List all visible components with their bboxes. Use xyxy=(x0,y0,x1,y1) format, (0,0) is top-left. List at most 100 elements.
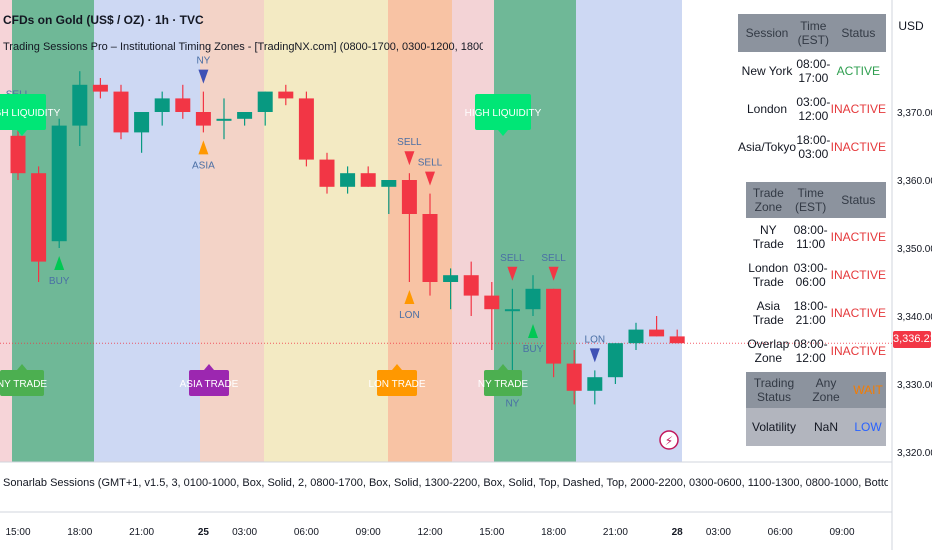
volatility-label: Volatility xyxy=(751,420,797,434)
x-tick-label: 06:00 xyxy=(294,527,319,538)
x-tick-label: 12:00 xyxy=(417,527,442,538)
volatility-value: LOW xyxy=(854,420,882,434)
session-label-box: NY TRADE xyxy=(0,364,47,396)
sessions-table-header: Session Time (EST) Status xyxy=(738,14,886,52)
zone-status: INACTIVE xyxy=(830,268,886,282)
y-tick-label: 3,320.000 xyxy=(897,448,932,459)
zone-name: Overlap Zone xyxy=(747,337,790,365)
session-backgrounds xyxy=(0,0,893,550)
candle-body xyxy=(72,84,88,126)
session-label-pointer xyxy=(392,364,402,370)
session-label-box: NY TRADE xyxy=(478,364,529,396)
y-tick-label: 3,360.000 xyxy=(897,176,932,187)
session-label-rect xyxy=(189,370,229,396)
chart-header: CFDs on Gold (US$ / OZ) · 1h · TVC Tradi… xyxy=(3,13,483,53)
signal-label: SELL xyxy=(397,137,422,148)
signal-arrow-down xyxy=(589,348,600,363)
symbol-title[interactable]: CFDs on Gold (US$ / OZ) · 1h · TVC xyxy=(3,13,204,27)
candle-body xyxy=(257,91,273,112)
signal-arrow-down xyxy=(425,171,435,186)
table-row: London Trade 03:00-06:00 INACTIVE xyxy=(746,256,886,294)
candle-body xyxy=(134,112,150,133)
table-row: Trading Status Any Zone WAIT xyxy=(746,372,886,408)
session-name: Asia/Tokyo xyxy=(738,140,797,154)
signal-label: SELL xyxy=(541,253,566,264)
x-tick-label: 21:00 xyxy=(603,527,628,538)
signal-label: NY xyxy=(505,398,519,409)
candle-body xyxy=(525,288,541,310)
header-cell: Status xyxy=(830,182,886,218)
trade-zone-table-header: Trade Zone Time (EST) Status xyxy=(746,182,886,218)
signal-arrow-down xyxy=(198,69,209,84)
flash-icon xyxy=(659,430,679,450)
session-labels: NY TRADE ASIA TRADE LON TRADE NY TRADE HIGH … xyxy=(0,94,542,396)
session-time: 18:00-03:00 xyxy=(796,133,831,161)
candle-body xyxy=(340,173,356,187)
zone-time: 18:00-21:00 xyxy=(793,299,828,327)
signal-arrow-down xyxy=(548,266,559,281)
session-label-rect xyxy=(0,370,44,396)
table-row: Asia/Tokyo 18:00-03:00 INACTIVE xyxy=(738,128,886,166)
y-tick-label: 3,330.000 xyxy=(897,380,932,391)
table-row: Overlap Zone 08:00-12:00 INACTIVE xyxy=(746,332,886,370)
currency-button[interactable]: USD xyxy=(894,13,928,39)
flash-icon-glyph: ⚡ xyxy=(665,434,673,448)
candle-body xyxy=(216,118,232,121)
candle-body xyxy=(298,98,314,160)
candle-body xyxy=(443,275,459,282)
x-tick-label: 09:00 xyxy=(829,527,854,538)
session-time: 03:00-12:00 xyxy=(796,95,831,123)
status-table: Trading Status Any Zone WAIT Volatility … xyxy=(746,372,886,446)
candle-body xyxy=(92,84,108,92)
y-tick-label: 3,350.000 xyxy=(897,244,932,255)
candle-body xyxy=(360,173,376,187)
x-tick-label: 09:00 xyxy=(356,527,381,538)
candle-body xyxy=(51,125,67,242)
session-status: INACTIVE xyxy=(830,102,886,116)
session-status: INACTIVE xyxy=(830,140,886,154)
signal-arrow-up xyxy=(528,324,538,338)
x-tick-label: 21:00 xyxy=(129,527,154,538)
signal-label: LON xyxy=(399,310,420,321)
session-label-pointer xyxy=(17,364,27,370)
signal-label: LON xyxy=(585,334,606,345)
x-tick-label: 25 xyxy=(198,527,210,538)
header-cell: Time (EST) xyxy=(790,182,831,218)
x-tick-label: 03:00 xyxy=(706,527,731,538)
candle-body xyxy=(381,180,397,187)
trading-status-value: WAIT xyxy=(850,372,886,408)
zone-time: 08:00-11:00 xyxy=(793,223,828,251)
axes: 3,370.000 3,360.000 3,350.000 3,340.000 3,33… xyxy=(5,108,932,538)
signal-arrow-down xyxy=(507,266,518,281)
session-band xyxy=(576,0,682,462)
x-tick-label: 18:00 xyxy=(541,527,566,538)
table-row: Volatility NaN LOW xyxy=(746,408,886,446)
zone-status: INACTIVE xyxy=(830,306,886,320)
session-name: New York xyxy=(741,64,793,78)
header-cell: Session xyxy=(738,14,797,52)
session-status: ACTIVE xyxy=(836,64,880,78)
session-label-pointer xyxy=(17,130,27,136)
y-tick-label: 3,340.000 xyxy=(897,312,932,323)
candle-body xyxy=(195,112,211,126)
session-label-rect xyxy=(475,94,531,130)
trade-zone-table: Trade Zone Time (EST) Status NY Trade 08… xyxy=(746,182,886,370)
zone-name: NY Trade xyxy=(752,223,784,251)
candle-body xyxy=(484,295,500,310)
bottom-indicator-line[interactable]: Sonarlab Sessions (GMT+1, v1.5, 3, 0100-… xyxy=(3,477,888,489)
zone-time: 03:00-06:00 xyxy=(793,261,828,289)
indicator-line[interactable]: Trading Sessions Pro – Institutional Tim… xyxy=(3,41,483,53)
session-band xyxy=(94,0,200,462)
candle-body xyxy=(422,214,438,282)
signal-arrow-up xyxy=(54,256,65,270)
candle-body xyxy=(31,173,47,262)
signal-label: BUY xyxy=(523,344,544,355)
candle-body xyxy=(649,329,665,337)
session-label-rect xyxy=(484,370,522,396)
session-label-text: HIGH LIQUIDITY xyxy=(465,108,542,119)
session-label-pointer xyxy=(498,364,508,370)
table-row: Asia Trade 18:00-21:00 INACTIVE xyxy=(746,294,886,332)
x-tick-label: 06:00 xyxy=(768,527,793,538)
session-label-text: NY TRADE xyxy=(478,379,529,390)
